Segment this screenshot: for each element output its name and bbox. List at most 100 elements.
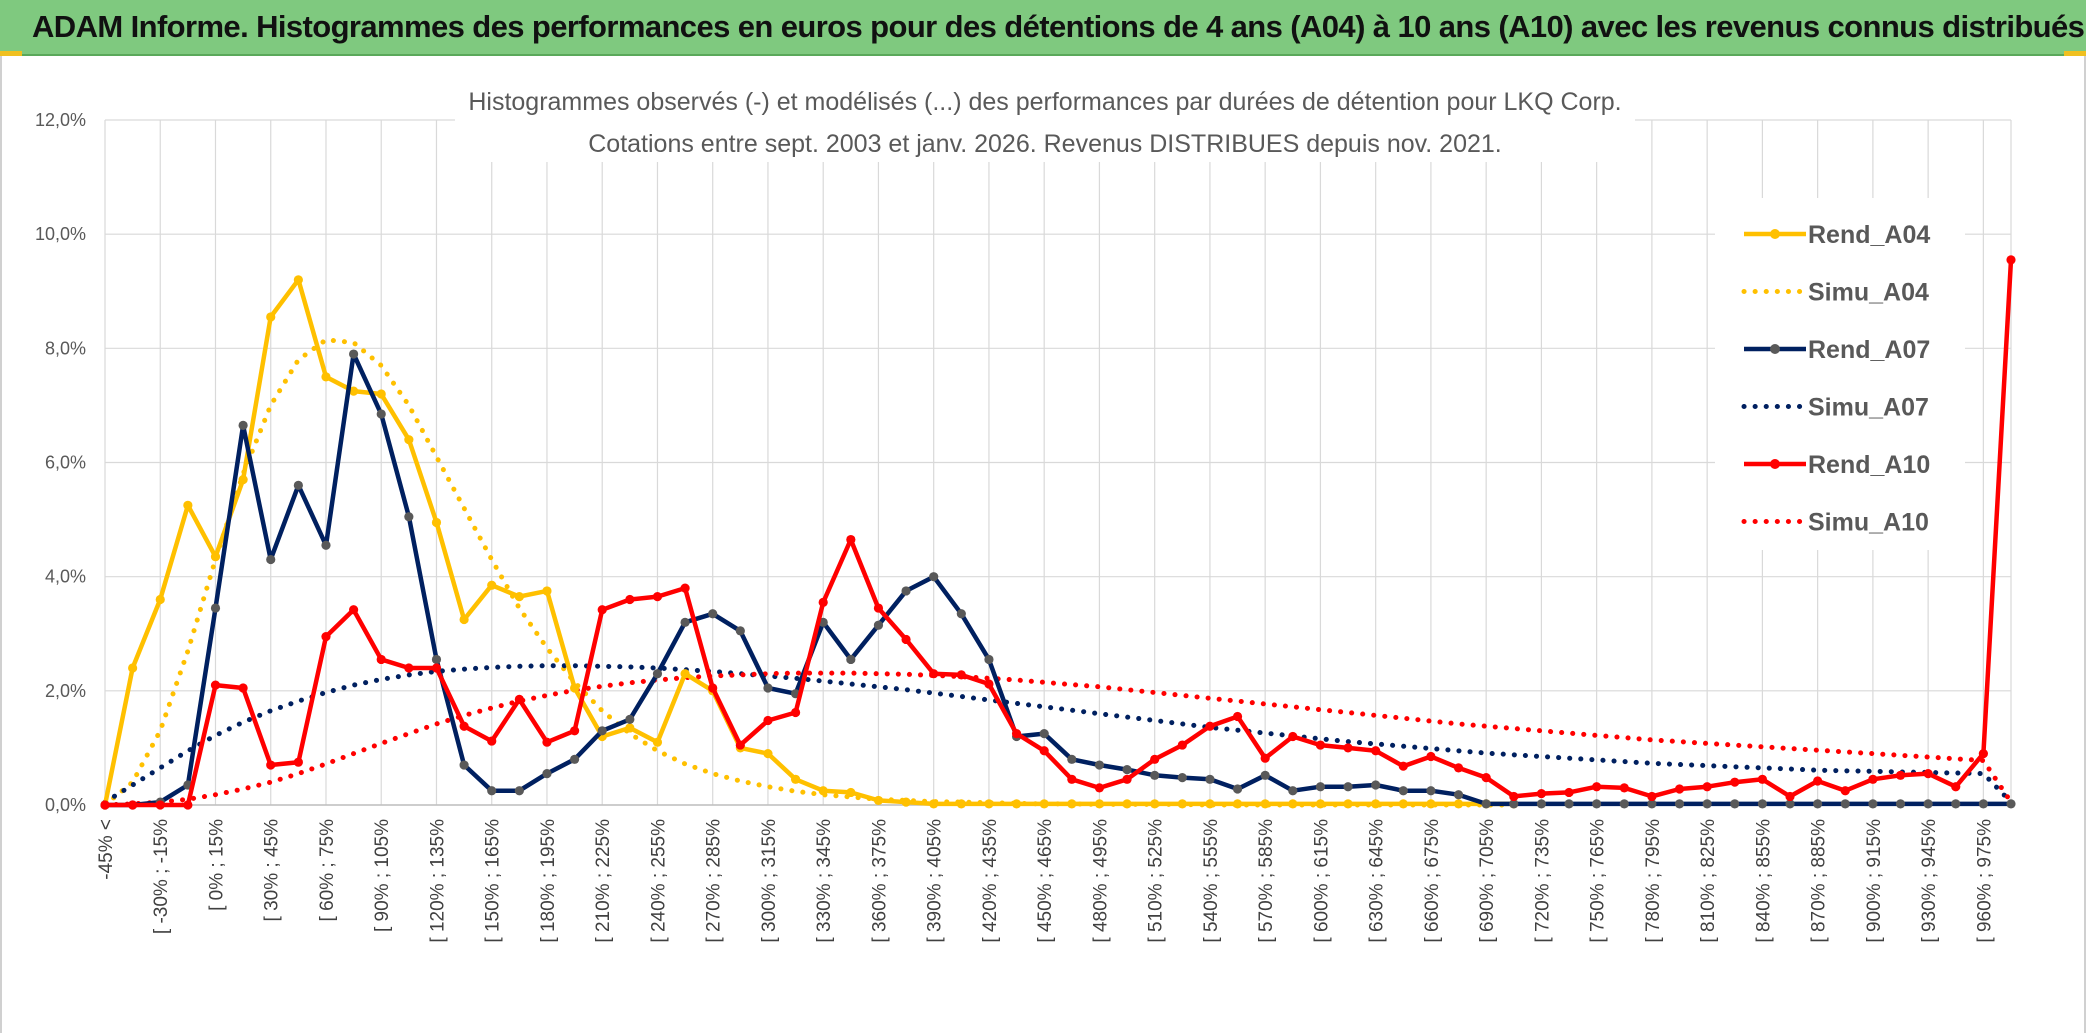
- rend-a07-point: [708, 609, 718, 619]
- rend-a07-point: [1564, 799, 1574, 809]
- rend-a10-point: [266, 760, 276, 770]
- rend-a10-point: [1757, 774, 1767, 784]
- rend-a04-point: [210, 552, 221, 562]
- x-tick-label: [ 0% ; 15%: [206, 819, 227, 911]
- rend-a04-point: [155, 594, 165, 605]
- legend-label: Rend_A10: [1808, 451, 1930, 479]
- rend-a10-point: [1315, 740, 1326, 750]
- rend-a07-point: [1122, 765, 1132, 775]
- x-tick-label: [ 300% ; 315%: [759, 819, 780, 943]
- rend-a04-point: [1343, 799, 1353, 809]
- legend-entry-rend-a07: Rend_A07: [1744, 336, 1930, 364]
- rend-a07-point: [763, 683, 773, 693]
- rend-a10-point: [238, 683, 248, 693]
- rend-a04-point: [183, 500, 193, 510]
- rend-a07-point: [1785, 799, 1795, 809]
- rend-a07-point: [846, 654, 856, 665]
- rend-a10-point: [1951, 782, 1961, 792]
- rend-a04-point: [487, 580, 497, 590]
- rend-a10-point: [100, 800, 110, 810]
- rend-a07-point: [1067, 754, 1077, 764]
- rend-a04-point: [293, 275, 303, 285]
- rend-a10-point: [1398, 761, 1408, 771]
- y-tick-label: 10,0%: [35, 224, 86, 244]
- rend-a04-point: [929, 799, 939, 809]
- rend-a07-point: [929, 572, 939, 582]
- rend-a10-point: [1840, 786, 1850, 796]
- rend-a07-point: [1039, 729, 1049, 739]
- rend-a04-point: [790, 774, 801, 784]
- legend-entry-simu-a10: Simu_A10: [1741, 509, 1929, 537]
- x-tick-label: [ 660% ; 675%: [1422, 819, 1443, 943]
- rend-a04-point: [680, 669, 690, 679]
- rend-a04-point: [542, 586, 552, 596]
- rend-a04-point: [459, 614, 469, 625]
- rend-a04-point: [901, 797, 911, 807]
- series-rend-a04: [100, 275, 1519, 810]
- rend-a10-point: [1785, 791, 1795, 802]
- rend-a10-point: [1067, 774, 1077, 784]
- y-tick-label: 6,0%: [45, 453, 86, 473]
- rend-a07-point: [1868, 799, 1878, 809]
- legend-label: Simu_A10: [1808, 509, 1929, 537]
- rend-a10-point: [735, 740, 745, 750]
- chart-title-group: Histogrammes observés (-) et modélisés (…: [455, 82, 1635, 162]
- rend-a04-point: [1232, 799, 1243, 809]
- chart-subtitle: Cotations entre sept. 2003 et janv. 2026…: [588, 130, 1502, 158]
- rend-a10-point: [1150, 754, 1160, 764]
- rend-a04-point: [763, 749, 773, 759]
- rend-a10-point: [652, 592, 663, 602]
- rend-a04-point: [1426, 799, 1436, 809]
- legend: Rend_A04 Simu_A04 Rend_A07 Simu_A07 Rend_A10…: [1715, 198, 1965, 550]
- legend-marker: [1770, 344, 1780, 354]
- rend-a07-point: [1536, 799, 1547, 809]
- x-tick-label: [ 120% ; 135%: [427, 819, 448, 943]
- series-simu-a07: [102, 663, 2014, 805]
- rend-a07-point: [210, 603, 221, 613]
- rend-a10-point: [1536, 788, 1547, 799]
- rend-a07-line: [105, 351, 2011, 808]
- rend-a07-point: [956, 609, 966, 619]
- rend-a07-point: [404, 512, 414, 522]
- rend-a10-point: [128, 800, 138, 810]
- rend-a10-point: [1564, 787, 1574, 798]
- x-tick-label: [ 540% ; 555%: [1201, 819, 1222, 943]
- legend-label: Rend_A04: [1808, 221, 1930, 249]
- legend-marker: [1770, 459, 1780, 469]
- rend-a07-point: [1481, 799, 1491, 809]
- y-tick-label: 4,0%: [45, 567, 86, 587]
- x-tick-label: [ 360% ; 375%: [869, 819, 890, 943]
- rend-a04-point: [1150, 799, 1160, 809]
- rend-a07-point: [1951, 799, 1961, 809]
- rend-a10-point: [929, 669, 939, 679]
- rend-a07-point: [1757, 799, 1767, 809]
- rend-a04-point: [238, 475, 248, 485]
- chart-title-background: [455, 82, 1635, 162]
- rend-a10-point: [1371, 746, 1381, 756]
- rend-a07-point: [1150, 770, 1160, 780]
- rend-a04-point: [349, 386, 359, 396]
- series-layer: [100, 255, 2016, 810]
- rend-a10-point: [790, 707, 801, 718]
- rend-a07-point: [321, 540, 331, 550]
- rend-a10-point: [1094, 783, 1105, 793]
- rend-a04-point: [1205, 799, 1215, 809]
- series-simu-a10: [102, 670, 2014, 808]
- rend-a07-point: [569, 754, 580, 764]
- y-tick-label: 12,0%: [35, 110, 86, 130]
- x-tick-label: [ -30% ; -15%: [151, 819, 172, 934]
- rend-a10-point: [984, 679, 994, 689]
- legend-label: Simu_A04: [1808, 279, 1929, 307]
- rend-a07-point: [514, 786, 524, 796]
- rend-a10-point: [459, 721, 469, 731]
- rend-a10-point: [1619, 783, 1629, 793]
- x-tick-label: -45% <: [96, 819, 117, 880]
- x-tick-label: [ 450% ; 465%: [1035, 819, 1056, 943]
- rend-a10-point: [846, 534, 856, 545]
- corner-accent-right: [2064, 51, 2086, 56]
- x-tick-label: [ 390% ; 405%: [925, 819, 946, 943]
- rend-a04-point: [984, 799, 994, 809]
- rend-a10-point: [1674, 784, 1685, 794]
- rend-a07-point: [238, 420, 248, 430]
